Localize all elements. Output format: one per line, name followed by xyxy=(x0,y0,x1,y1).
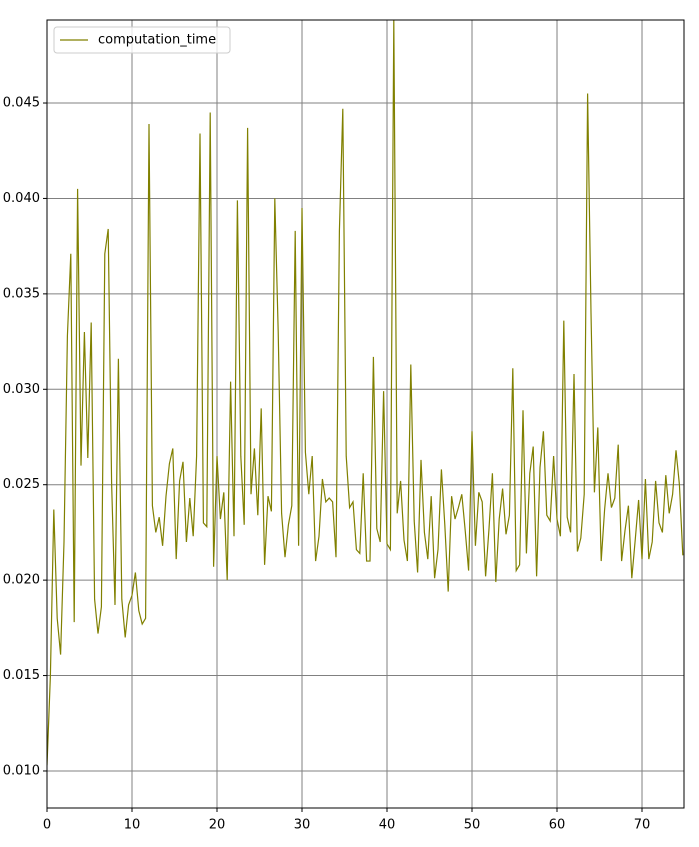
y-tick-label: 0.025 xyxy=(3,477,40,492)
x-tick-label: 10 xyxy=(124,818,141,833)
series-line xyxy=(47,20,684,766)
x-tick-label: 20 xyxy=(209,818,226,833)
x-tick-label: 60 xyxy=(549,818,566,833)
y-tick-label: 0.020 xyxy=(3,573,40,588)
x-tick-label: 50 xyxy=(464,818,481,833)
plot-frame xyxy=(46,19,685,809)
y-tick-label: 0.045 xyxy=(3,96,40,111)
x-tick-label: 30 xyxy=(294,818,311,833)
y-tick-label: 0.040 xyxy=(3,191,40,206)
y-tick-label: 0.015 xyxy=(3,668,40,683)
x-tick-label: 40 xyxy=(379,818,396,833)
y-tick-label: 0.010 xyxy=(3,763,40,778)
y-tick-label: 0.030 xyxy=(3,382,40,397)
legend-label: computation_time xyxy=(98,33,216,48)
y-tick-label: 0.035 xyxy=(3,286,40,301)
x-tick-label: 0 xyxy=(43,818,51,833)
legend-box xyxy=(53,26,231,54)
x-tick-label: 70 xyxy=(634,818,651,833)
